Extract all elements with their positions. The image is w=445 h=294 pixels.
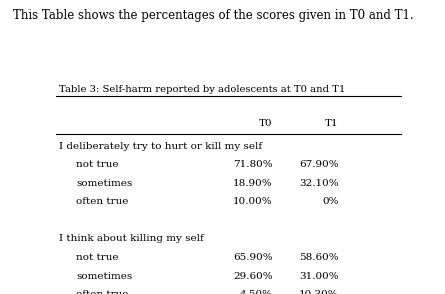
Text: 10.00%: 10.00% — [233, 197, 273, 206]
Text: 58.60%: 58.60% — [299, 253, 338, 262]
Text: I deliberately try to hurt or kill my self: I deliberately try to hurt or kill my se… — [59, 142, 262, 151]
Text: often true: often true — [77, 197, 129, 206]
Text: T0: T0 — [259, 119, 273, 128]
Text: T1: T1 — [325, 119, 338, 128]
Text: Table 3: Self-harm reported by adolescents at T0 and T1: Table 3: Self-harm reported by adolescen… — [59, 85, 345, 94]
Text: 29.60%: 29.60% — [233, 272, 273, 280]
Text: 4.50%: 4.50% — [240, 290, 273, 294]
Text: 67.90%: 67.90% — [299, 160, 338, 169]
Text: 18.90%: 18.90% — [233, 179, 273, 188]
Text: I think about killing my self: I think about killing my self — [59, 235, 204, 243]
Text: often true: often true — [77, 290, 129, 294]
Text: 71.80%: 71.80% — [233, 160, 273, 169]
Text: 31.00%: 31.00% — [299, 272, 338, 280]
Text: This Table shows the percentages of the scores given in T0 and T1.: This Table shows the percentages of the … — [13, 9, 414, 22]
Text: 65.90%: 65.90% — [233, 253, 273, 262]
Text: 10.30%: 10.30% — [299, 290, 338, 294]
Text: not true: not true — [77, 160, 119, 169]
Text: 32.10%: 32.10% — [299, 179, 338, 188]
Text: not true: not true — [77, 253, 119, 262]
Text: sometimes: sometimes — [77, 179, 133, 188]
Text: 0%: 0% — [322, 197, 338, 206]
Text: sometimes: sometimes — [77, 272, 133, 280]
